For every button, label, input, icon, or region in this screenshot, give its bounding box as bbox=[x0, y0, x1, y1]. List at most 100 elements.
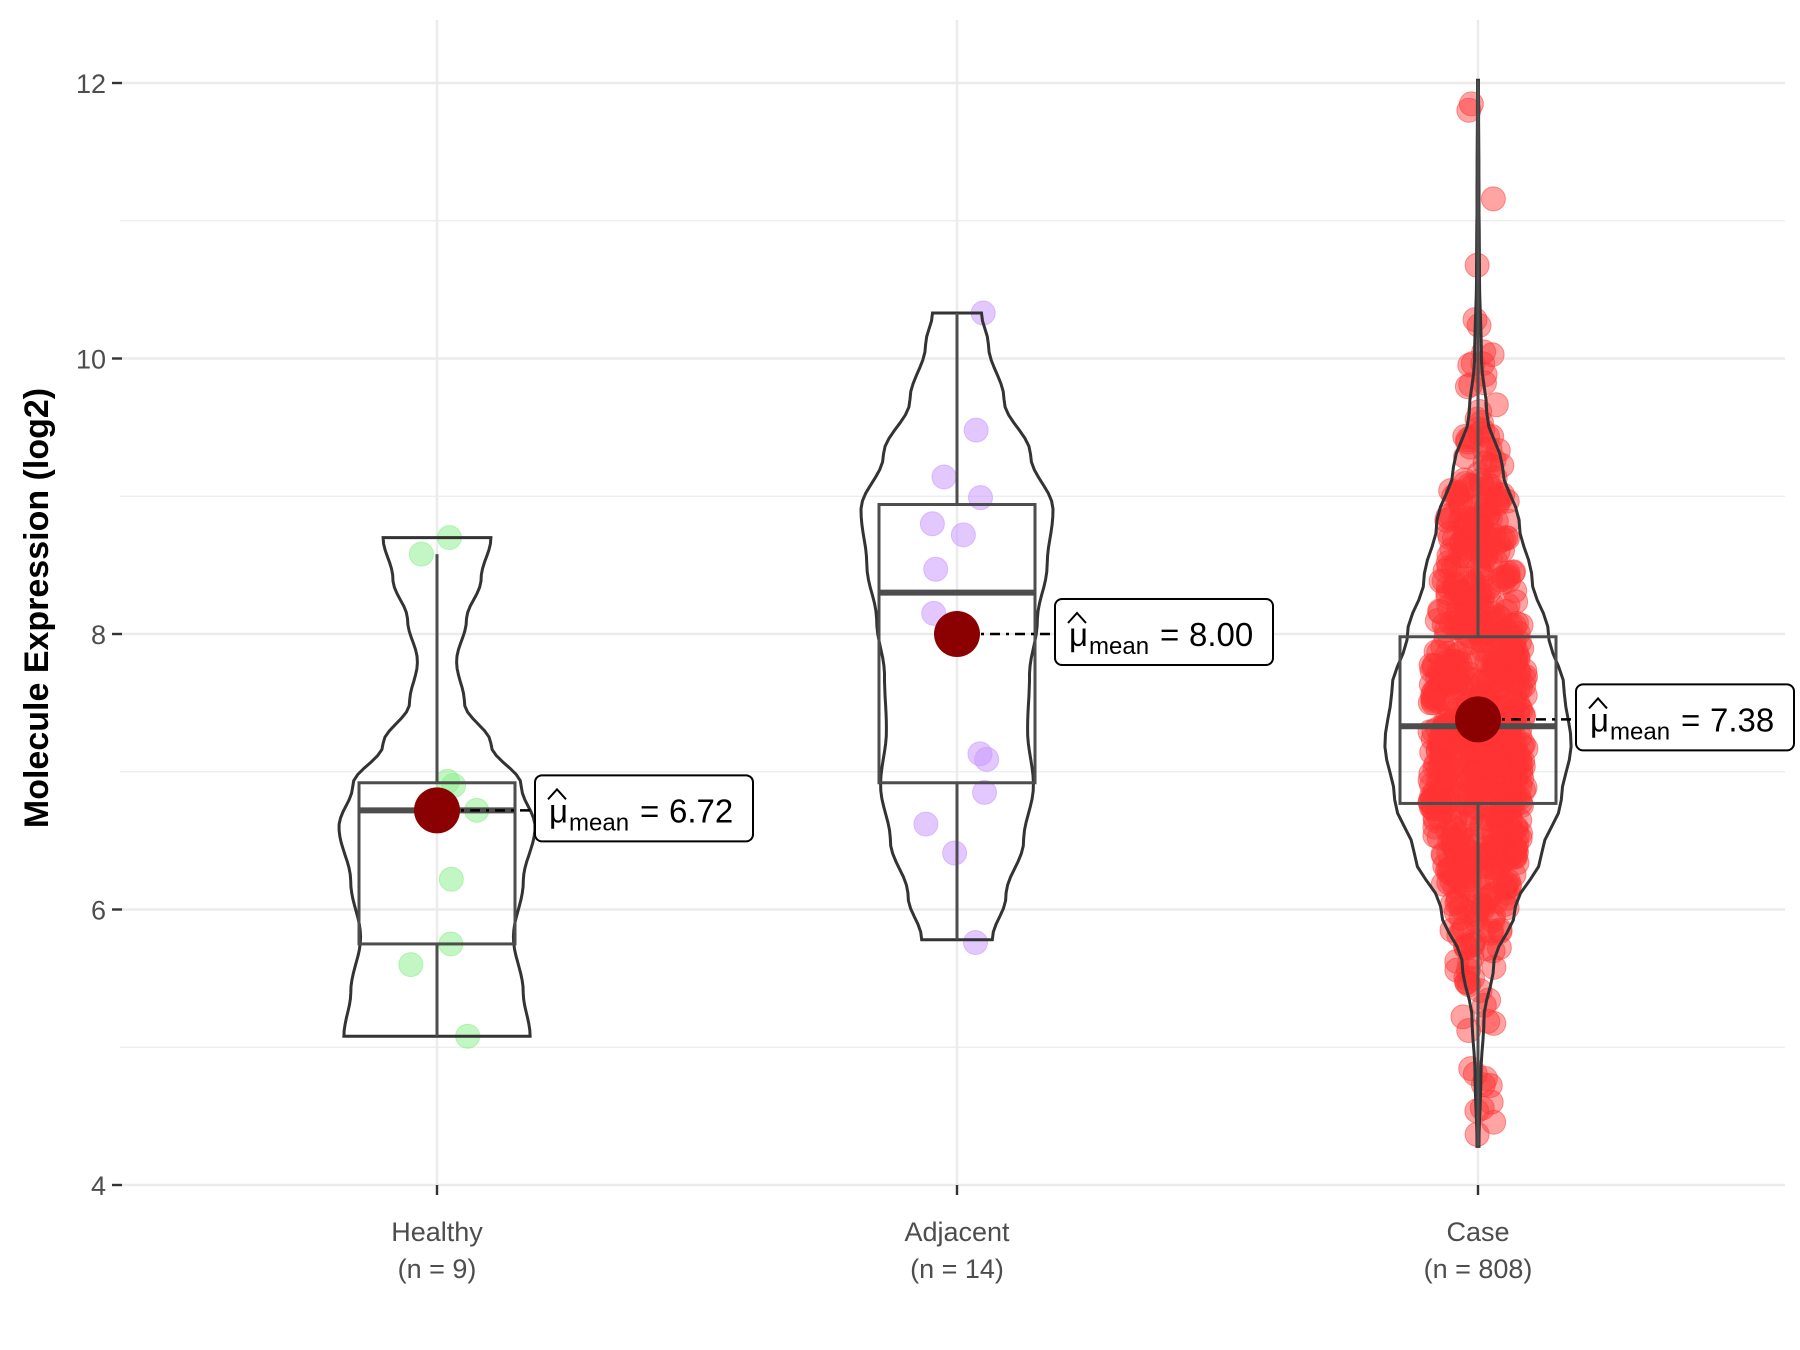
data-point bbox=[1466, 647, 1492, 673]
data-point bbox=[1470, 917, 1496, 943]
hat-icon bbox=[1588, 696, 1608, 710]
x-tick-label: Healthy bbox=[391, 1217, 483, 1247]
data-point bbox=[1420, 681, 1446, 707]
data-point bbox=[1502, 687, 1528, 713]
violin-outline bbox=[859, 311, 1055, 942]
violin-outline bbox=[337, 536, 537, 1038]
data-point bbox=[398, 952, 424, 978]
data-point bbox=[1507, 773, 1533, 799]
y-axis-label: Molecule Expression (log2) bbox=[18, 388, 56, 828]
data-point bbox=[1450, 862, 1476, 888]
data-point bbox=[1480, 186, 1506, 212]
data-point bbox=[438, 866, 464, 892]
data-point bbox=[1457, 661, 1483, 687]
data-point bbox=[963, 417, 989, 443]
data-point bbox=[1435, 503, 1461, 529]
data-point bbox=[1461, 928, 1487, 954]
violin-groups: μ mean = 6.72μ mean = 8.00μ mean = 7.38 bbox=[337, 78, 1795, 1148]
y-tick-label: 6 bbox=[91, 896, 106, 926]
box bbox=[877, 503, 1037, 785]
data-point bbox=[1475, 1008, 1501, 1034]
x-tick-label: Case bbox=[1446, 1217, 1509, 1247]
data-point bbox=[1456, 877, 1482, 903]
data-point bbox=[963, 930, 989, 956]
mean-point bbox=[934, 611, 980, 657]
data-point bbox=[1454, 768, 1480, 794]
mean-value: 8.00 bbox=[1189, 616, 1253, 653]
data-point bbox=[950, 522, 976, 548]
mean-subscript: mean bbox=[569, 809, 629, 836]
mean-label-box bbox=[1575, 683, 1795, 752]
x-tick-count: (n = 14) bbox=[910, 1254, 1004, 1284]
data-point bbox=[1494, 564, 1520, 590]
data-point bbox=[1503, 589, 1529, 615]
data-point bbox=[1432, 661, 1458, 687]
data-point bbox=[1447, 579, 1473, 605]
y-axis: 4 6 8 10 12 bbox=[76, 69, 122, 1201]
data-point bbox=[1497, 872, 1523, 898]
data-point bbox=[1481, 825, 1507, 851]
mean-label: μ mean = 6.72 bbox=[534, 774, 754, 843]
mean-value: 7.38 bbox=[1710, 701, 1774, 738]
data-point bbox=[974, 746, 1000, 772]
data-point bbox=[1474, 647, 1500, 673]
data-point bbox=[1489, 527, 1515, 553]
data-point bbox=[1490, 569, 1516, 595]
data-point bbox=[1425, 738, 1451, 764]
hat-icon bbox=[1067, 611, 1087, 624]
data-point bbox=[942, 840, 968, 866]
data-point bbox=[1445, 828, 1471, 854]
data-point bbox=[1469, 471, 1495, 497]
data-point bbox=[1491, 783, 1517, 809]
x-axis: Healthy (n = 9) Adjacent (n = 14) Case (n = 8… bbox=[391, 1185, 1532, 1284]
data-point bbox=[1512, 658, 1538, 684]
data-point bbox=[1422, 652, 1448, 678]
data-point bbox=[923, 556, 949, 582]
mean-symbol: μ bbox=[549, 792, 568, 829]
mean-symbol: μ bbox=[1590, 701, 1609, 738]
data-point bbox=[1480, 753, 1506, 779]
data-point bbox=[1469, 1095, 1495, 1121]
y-tick-label: 10 bbox=[76, 345, 106, 375]
mean-value: 6.72 bbox=[669, 792, 733, 829]
data-point bbox=[1481, 766, 1507, 792]
hat-icon bbox=[547, 787, 567, 800]
data-point bbox=[1425, 665, 1451, 691]
data-point bbox=[1484, 864, 1510, 890]
grid bbox=[120, 20, 1785, 1195]
mean-point bbox=[414, 787, 460, 834]
data-point bbox=[1446, 641, 1472, 667]
data-point bbox=[1507, 745, 1533, 771]
data-point bbox=[1422, 814, 1448, 840]
box bbox=[1398, 635, 1558, 805]
data-point bbox=[1497, 621, 1523, 647]
mean-point bbox=[1455, 696, 1501, 743]
data-point bbox=[1495, 563, 1521, 589]
group-adjacent: μ mean = 8.00 bbox=[859, 300, 1274, 956]
data-point bbox=[1469, 853, 1495, 879]
mean-equals: = bbox=[640, 792, 659, 829]
data-point bbox=[1435, 788, 1461, 814]
y-tick-label: 12 bbox=[76, 69, 106, 99]
data-point bbox=[919, 511, 945, 537]
data-point bbox=[1428, 781, 1454, 807]
data-point bbox=[1485, 488, 1511, 514]
data-point bbox=[1484, 674, 1510, 700]
data-point bbox=[1451, 915, 1477, 941]
data-point bbox=[1475, 491, 1501, 517]
mean-label: μ mean = 8.00 bbox=[1054, 598, 1274, 666]
data-point bbox=[1483, 392, 1509, 418]
data-point bbox=[408, 541, 434, 567]
mean-label: μ mean = 7.38 bbox=[1575, 683, 1795, 752]
violin-outline bbox=[1383, 78, 1573, 1148]
data-point bbox=[1423, 751, 1449, 777]
data-point bbox=[1480, 908, 1506, 934]
mean-equals: = bbox=[1681, 701, 1700, 738]
x-tick-label: Adjacent bbox=[904, 1217, 1010, 1247]
data-point bbox=[1444, 835, 1470, 861]
data-point bbox=[1475, 575, 1501, 601]
group-case: μ mean = 7.38 bbox=[1383, 78, 1795, 1148]
data-point bbox=[1497, 844, 1523, 870]
data-point bbox=[1491, 801, 1517, 827]
